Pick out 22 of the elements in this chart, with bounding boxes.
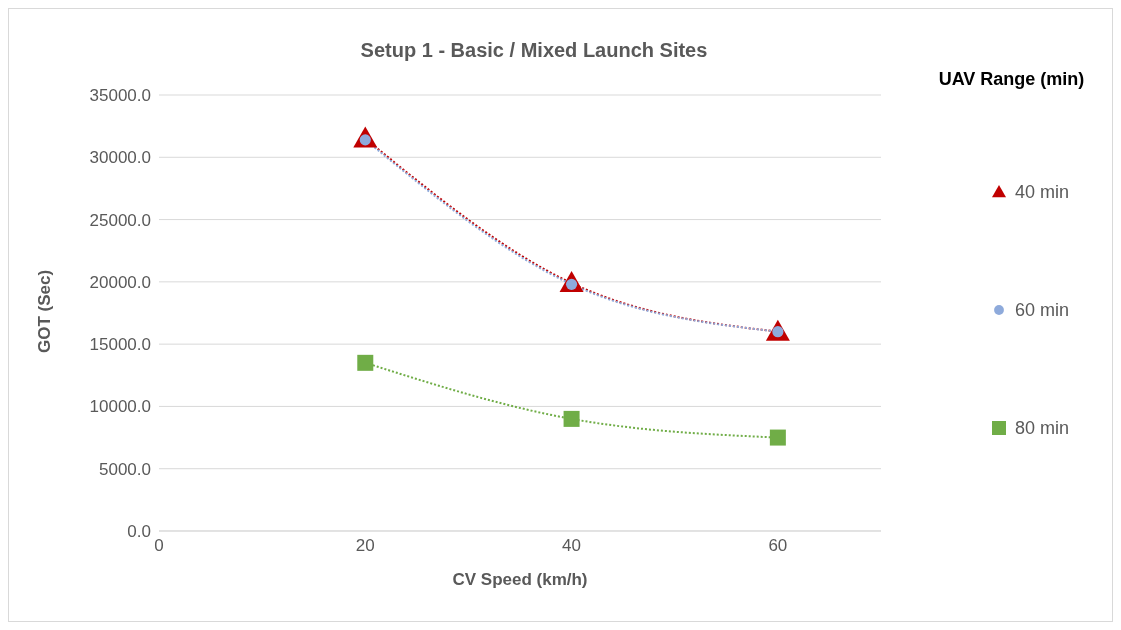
x-tick-label: 0 — [154, 536, 164, 556]
legend-label: 40 min — [1015, 181, 1070, 203]
y-tick-label: 25000.0 — [89, 210, 151, 230]
y-tick-label: 20000.0 — [89, 272, 151, 292]
point — [563, 410, 580, 427]
point — [357, 354, 374, 371]
y-tick-label: 35000.0 — [89, 86, 151, 106]
y-tick-label: 10000.0 — [89, 397, 151, 417]
legend-title: UAV Range (min) — [937, 69, 1086, 90]
legend-label: 60 min — [1015, 299, 1070, 321]
legend-label: 80 min — [1015, 417, 1070, 439]
y-tick-label: 0.0 — [127, 522, 151, 542]
point — [769, 429, 786, 446]
y-tick-label: 30000.0 — [89, 148, 151, 168]
y-tick-label: 5000.0 — [99, 459, 151, 479]
x-tick-label: 60 — [768, 536, 788, 556]
x-tick-label: 20 — [355, 536, 375, 556]
x-axis-title: CV Speed (km/h) — [452, 570, 588, 589]
chart-title: Setup 1 - Basic / Mixed Launch Sites — [359, 39, 709, 62]
y-axis-title: GOT (Sec) — [35, 269, 55, 353]
x-tick-label: 40 — [562, 536, 582, 556]
y-tick-label: 15000.0 — [89, 335, 151, 355]
